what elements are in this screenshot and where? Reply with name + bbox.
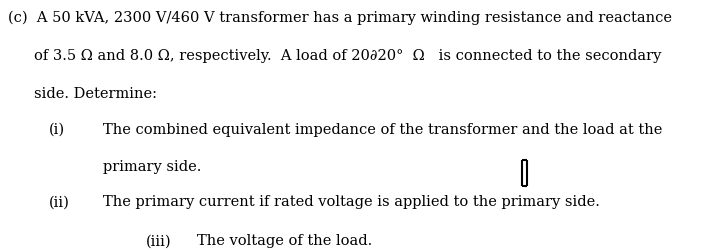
Text: of 3.5 Ω and 8.0 Ω, respectively.  A load of 20∂20°  Ω   is connected to the sec: of 3.5 Ω and 8.0 Ω, respectively. A load… [34,49,661,63]
Text: The voltage of the load.: The voltage of the load. [197,234,372,248]
Text: primary side.: primary side. [102,160,201,174]
Text: The primary current if rated voltage is applied to the primary side.: The primary current if rated voltage is … [102,195,600,209]
Text: (i): (i) [48,123,65,137]
Text: (ii): (ii) [48,195,69,209]
Text: side. Determine:: side. Determine: [34,87,157,101]
Text: (iii): (iii) [145,234,171,248]
Text: (c)  A 50 kVA, 2300 V/460 V transformer has a primary winding resistance and rea: (c) A 50 kVA, 2300 V/460 V transformer h… [8,11,673,25]
Text: The combined equivalent impedance of the transformer and the load at the: The combined equivalent impedance of the… [102,123,662,137]
